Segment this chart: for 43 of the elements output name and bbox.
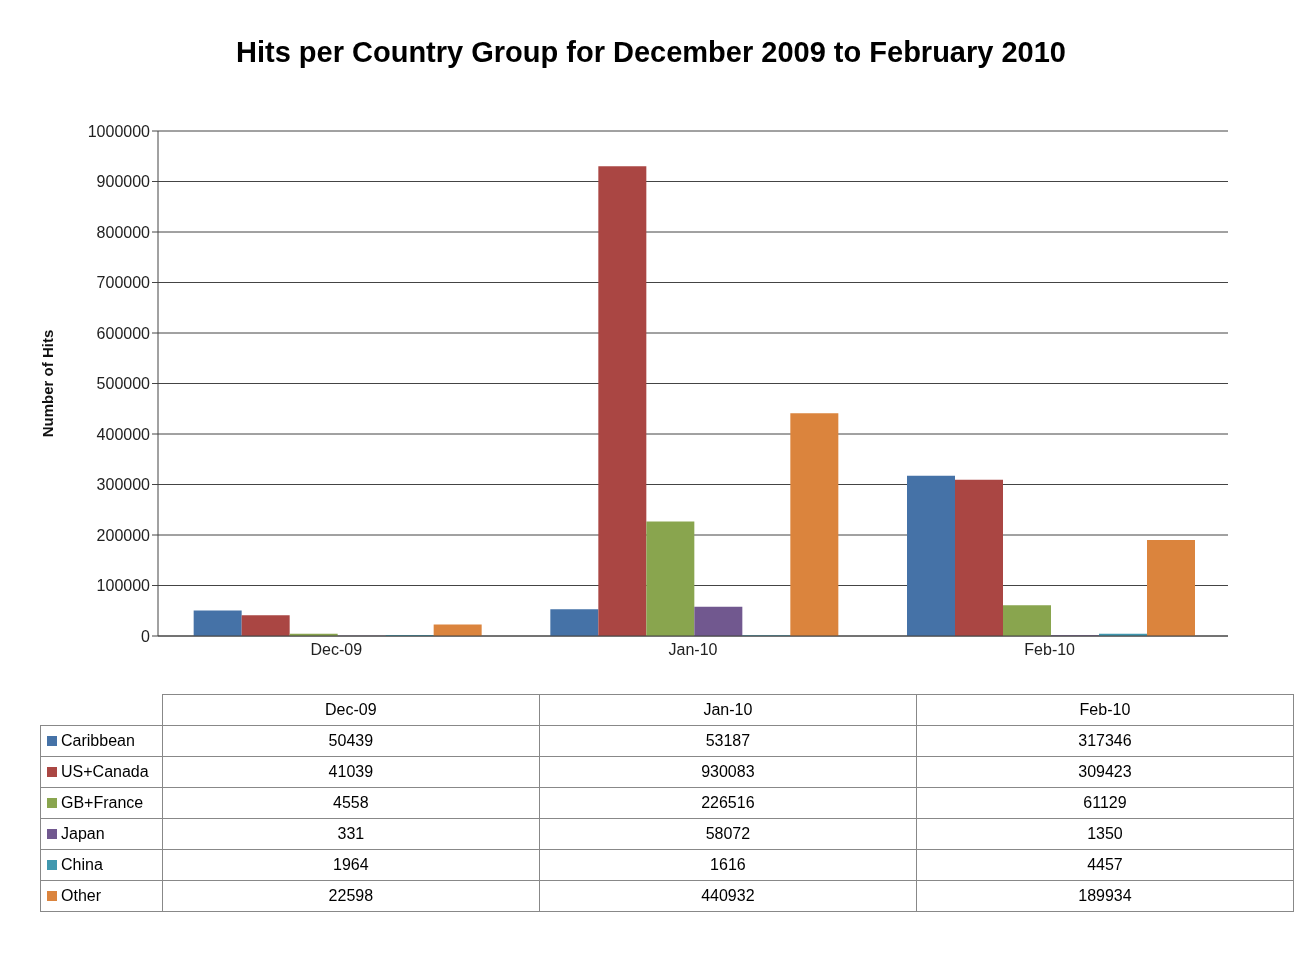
data-label: 189934 — [916, 880, 1294, 912]
data-label: 61129 — [916, 787, 1294, 819]
data-label: 53187 — [539, 725, 917, 757]
category-label: Dec-09 — [325, 701, 377, 718]
data-label: 1616 — [539, 849, 917, 881]
legend-label: GB+France — [40, 787, 163, 819]
legend-label: US+Canada — [40, 756, 163, 788]
data-label: 22598 — [162, 880, 540, 912]
chart-title: Hits per Country Group for December 2009 to February 2010 — [235, 35, 1067, 70]
y-tick-label: 800000 — [96, 223, 151, 241]
data-label: 41039 — [162, 756, 540, 788]
y-tick-label: 300000 — [96, 476, 151, 494]
y-tick-label: 900000 — [96, 173, 151, 191]
legend-label: Japan — [40, 818, 163, 850]
y-tick-label: 600000 — [96, 324, 151, 342]
data-label: 331 — [162, 818, 540, 850]
y-tick-label: 0 — [141, 627, 151, 645]
x-tick-label: Feb-10 — [1024, 641, 1076, 659]
category-label: Feb-10 — [1079, 701, 1131, 718]
x-tick-label: Jan-10 — [668, 641, 718, 659]
data-label: 4558 — [162, 787, 540, 819]
data-label: 930083 — [539, 756, 917, 788]
x-tick-label: Dec-09 — [310, 641, 363, 659]
y-tick-label: 700000 — [96, 274, 151, 292]
legend-label: Other — [40, 880, 163, 912]
data-label: 440932 — [539, 880, 917, 912]
y-tick-label: 200000 — [96, 526, 151, 544]
data-label: 226516 — [539, 787, 917, 819]
legend-label: China — [40, 849, 163, 881]
data-label: 1350 — [916, 818, 1294, 850]
data-label: 317346 — [916, 725, 1294, 757]
y-tick-label: 400000 — [96, 425, 151, 443]
y-axis-title: Number of Hits — [39, 329, 57, 438]
y-tick-label: 100000 — [96, 577, 151, 595]
data-label: 4457 — [916, 849, 1294, 881]
data-label: 58072 — [539, 818, 917, 850]
category-label: Jan-10 — [703, 701, 753, 718]
data-label: 50439 — [162, 725, 540, 757]
y-tick-label: 500000 — [96, 375, 151, 393]
data-label: 309423 — [916, 756, 1294, 788]
y-tick-label: 1000000 — [87, 122, 151, 140]
legend-label: Caribbean — [40, 725, 163, 757]
data-label: 1964 — [162, 849, 540, 881]
